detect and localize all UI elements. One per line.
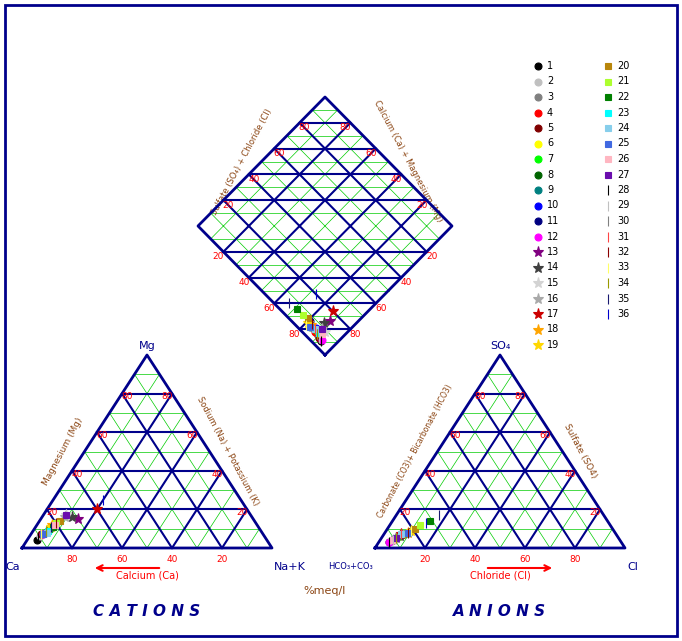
Text: 8: 8	[547, 169, 553, 179]
Text: 16: 16	[547, 294, 559, 303]
Text: 20: 20	[400, 508, 411, 517]
Text: 34: 34	[617, 278, 629, 288]
Text: 27: 27	[617, 169, 629, 179]
Text: 60: 60	[186, 431, 198, 440]
Text: Sulfate (SO₄) + Chloride (Cl): Sulfate (SO₄) + Chloride (Cl)	[209, 107, 273, 216]
Text: Sodium (Na) + Potassium (K): Sodium (Na) + Potassium (K)	[195, 395, 260, 508]
Text: 36: 36	[617, 309, 629, 319]
Text: 26: 26	[617, 154, 629, 164]
Text: 40: 40	[166, 555, 178, 564]
Text: 11: 11	[547, 216, 559, 226]
Text: 5: 5	[547, 123, 553, 133]
Text: 32: 32	[617, 247, 629, 257]
Text: 60: 60	[263, 304, 275, 313]
Text: Chloride (Cl): Chloride (Cl)	[470, 570, 531, 580]
Text: 80: 80	[569, 555, 581, 564]
Text: 60: 60	[519, 555, 531, 564]
Text: 60: 60	[96, 431, 108, 440]
Text: 60: 60	[449, 431, 461, 440]
Text: 80: 80	[350, 329, 361, 338]
Text: Na+K: Na+K	[274, 562, 306, 572]
Text: 60: 60	[365, 149, 376, 158]
Text: 12: 12	[547, 231, 559, 242]
Text: A N I O N S: A N I O N S	[454, 603, 546, 619]
Text: 25: 25	[617, 138, 629, 149]
Text: 80: 80	[289, 329, 300, 338]
Text: 31: 31	[617, 231, 629, 242]
Text: 14: 14	[547, 263, 559, 272]
Text: 13: 13	[547, 247, 559, 257]
Text: 40: 40	[564, 470, 576, 479]
Text: 23: 23	[617, 108, 629, 117]
Text: 6: 6	[547, 138, 553, 149]
Text: 1: 1	[547, 61, 553, 71]
Text: 20: 20	[416, 201, 428, 210]
Text: 20: 20	[223, 201, 234, 210]
Text: 10: 10	[547, 201, 559, 210]
Text: 40: 40	[469, 555, 481, 564]
Text: 7: 7	[547, 154, 553, 164]
Text: Calcium (Ca): Calcium (Ca)	[115, 570, 179, 580]
Text: 60: 60	[273, 149, 285, 158]
Text: 15: 15	[547, 278, 559, 288]
Text: 20: 20	[213, 252, 224, 262]
Text: 60: 60	[116, 555, 128, 564]
Text: 80: 80	[121, 392, 133, 401]
Text: 9: 9	[547, 185, 553, 195]
Text: 18: 18	[547, 324, 559, 335]
Text: 35: 35	[617, 294, 629, 303]
Text: 2: 2	[547, 76, 553, 87]
Text: 80: 80	[299, 123, 310, 132]
Text: 20: 20	[419, 555, 431, 564]
Text: 40: 40	[238, 278, 250, 287]
Text: 28: 28	[617, 185, 629, 195]
Text: Carbonate (CO3)+ Bicarbonate (HCO3): Carbonate (CO3)+ Bicarbonate (HCO3)	[376, 383, 455, 520]
Text: 40: 40	[400, 278, 412, 287]
Text: HCO₃+CO₃: HCO₃+CO₃	[328, 562, 373, 571]
Text: 22: 22	[617, 92, 629, 102]
Text: 40: 40	[248, 175, 259, 184]
Text: 80: 80	[66, 555, 78, 564]
Text: 30: 30	[617, 216, 629, 226]
Text: 40: 40	[391, 175, 402, 184]
Text: Mg: Mg	[138, 341, 155, 351]
Text: 80: 80	[161, 392, 173, 401]
Text: 20: 20	[617, 61, 629, 71]
Text: 60: 60	[539, 431, 550, 440]
Text: 80: 80	[514, 392, 526, 401]
Text: 60: 60	[375, 304, 387, 313]
Text: 19: 19	[547, 340, 559, 350]
Text: 80: 80	[474, 392, 486, 401]
Text: Ca: Ca	[5, 562, 20, 572]
Text: C A T I O N S: C A T I O N S	[93, 603, 201, 619]
Text: 17: 17	[547, 309, 559, 319]
Text: 33: 33	[617, 263, 629, 272]
Text: 20: 20	[46, 508, 58, 517]
Text: Calcium (Ca) + Magnesium (Mg): Calcium (Ca) + Magnesium (Mg)	[372, 99, 445, 224]
Text: 20: 20	[236, 508, 248, 517]
Text: 20: 20	[589, 508, 601, 517]
Text: 40: 40	[211, 470, 222, 479]
Text: SO₄: SO₄	[490, 341, 510, 351]
Text: 29: 29	[617, 201, 629, 210]
Text: Cl: Cl	[627, 562, 638, 572]
Text: 24: 24	[617, 123, 629, 133]
Text: Magnesium (Mg): Magnesium (Mg)	[41, 416, 84, 487]
Text: 80: 80	[340, 123, 351, 132]
Text: 40: 40	[72, 470, 83, 479]
Text: Sulfate (SO4): Sulfate (SO4)	[563, 422, 599, 480]
Text: 20: 20	[216, 555, 228, 564]
Text: 3: 3	[547, 92, 553, 102]
Text: 40: 40	[424, 470, 436, 479]
Text: 21: 21	[617, 76, 629, 87]
Text: 20: 20	[426, 252, 437, 262]
Text: %meq/l: %meq/l	[303, 586, 346, 596]
Text: 4: 4	[547, 108, 553, 117]
